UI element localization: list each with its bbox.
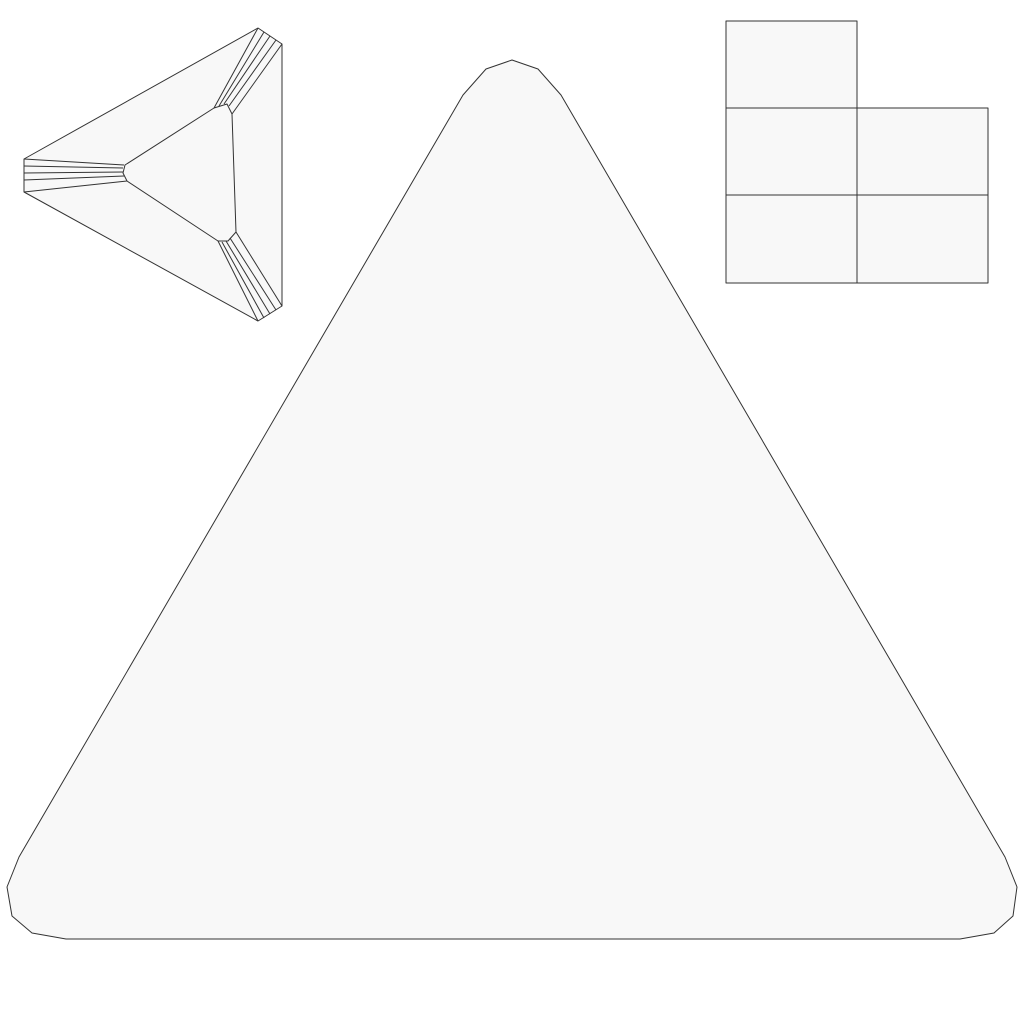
top-view-fillet-top-2 [218,31,265,107]
side-view-cell-bottom-left [725,194,858,284]
top-view-fillet-left-1 [23,158,125,166]
front-view [6,59,1018,940]
side-view [725,20,989,284]
top-view-fillet-bottom-3 [225,240,271,315]
top-view-fillet-top-5 [231,43,283,115]
side-view-cell-top-left [725,20,858,109]
side-view-cell-middle-left [725,107,858,196]
side-view-cell-bottom-right [856,194,989,284]
top-view-inner-face [122,103,237,242]
top-view-fillet-bottom-1 [217,240,259,322]
front-view-face [6,59,1018,940]
top-view [23,27,283,322]
top-view-fillet-top-4 [228,39,277,107]
top-view-fillet-left-2 [23,165,124,169]
top-view-fillet-top-3 [223,35,271,105]
top-view-fillet-left-3 [23,171,124,174]
top-view-fillet-left-4 [23,175,125,181]
top-view-fillet-bottom-5 [235,231,283,307]
top-view-fillet-top-1 [213,27,259,109]
top-view-fillet-bottom-2 [221,241,265,319]
top-view-fillet-left-5 [23,180,128,193]
side-view-cell-middle-right [856,107,989,196]
top-view-fillet-bottom-4 [229,237,277,311]
